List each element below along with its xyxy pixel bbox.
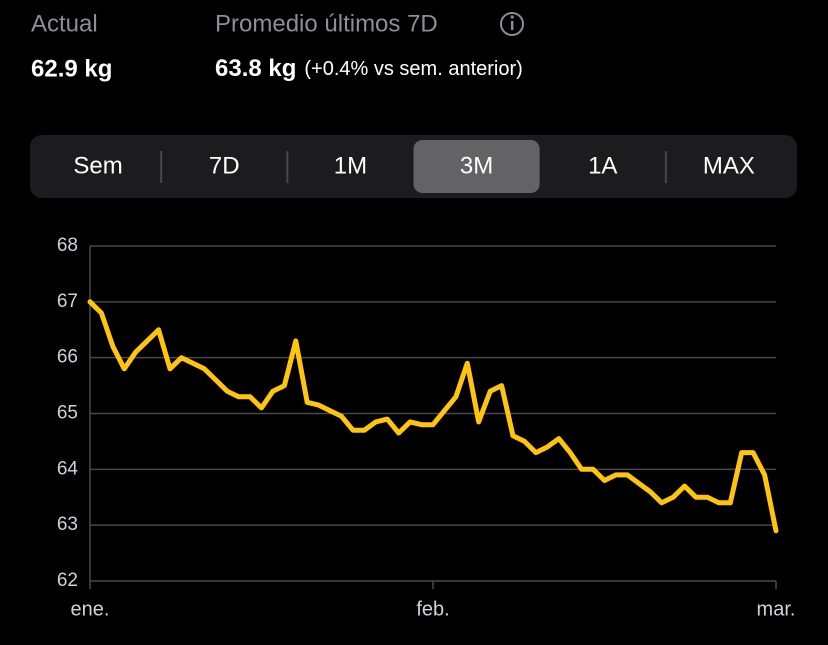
x-tick-label: feb. [416,598,449,620]
current-value: 62.9 kg [31,55,112,82]
current-label: Actual [31,10,98,37]
segment-label[interactable]: 3M [460,152,493,179]
x-tick-label: mar. [757,598,796,620]
segment-label[interactable]: Sem [73,152,122,179]
y-tick-label: 66 [57,347,78,368]
segment-label[interactable]: 1A [588,152,617,179]
segment-selected [413,140,540,193]
average-value: 63.8 kg [215,55,296,82]
weight-line [87,299,779,534]
segment-label[interactable]: 1M [334,152,367,179]
y-tick-label: 63 [57,514,78,535]
y-tick-label: 68 [57,235,78,256]
y-tick-label: 62 [57,570,78,591]
info-icon[interactable] [500,12,524,36]
x-tick-label: ene. [71,598,110,620]
y-tick-label: 65 [57,403,78,424]
y-tick-label: 67 [57,291,78,312]
average-label: Promedio últimos 7D [215,10,438,37]
y-tick-label: 64 [57,458,79,479]
average-change: (+0.4% vs sem. anterior) [304,58,522,80]
segment-label[interactable]: 7D [209,152,240,179]
segment-label[interactable]: MAX [703,152,755,179]
average-line: 63.8 kg (+0.4% vs sem. anterior) [215,55,523,82]
